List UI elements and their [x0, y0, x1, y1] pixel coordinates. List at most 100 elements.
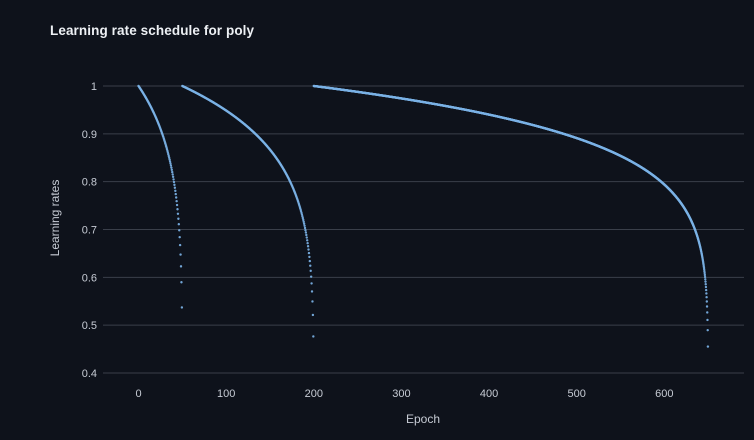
x-tick-label: 200: [305, 388, 323, 400]
data-point: [168, 160, 172, 163]
data-point: [168, 158, 171, 161]
data-point: [704, 288, 708, 292]
gridlines: [103, 85, 744, 374]
y-tick-label: 0.9: [82, 129, 97, 141]
data-point: [302, 222, 306, 225]
data-point: [307, 251, 311, 255]
x-tick-label: 500: [568, 388, 586, 400]
data-point: [705, 296, 708, 299]
lr-curves: [137, 84, 710, 348]
x-tick-label: 300: [392, 388, 410, 400]
y-tick-label: 0.6: [82, 272, 97, 284]
data-point: [177, 222, 181, 226]
y-tick-label: 0.7: [82, 224, 97, 236]
data-point: [303, 224, 306, 227]
data-point: [302, 218, 305, 222]
data-point: [309, 275, 313, 278]
data-point: [306, 245, 310, 248]
data-point: [310, 282, 313, 285]
data-point: [171, 175, 175, 179]
data-point: [705, 300, 709, 303]
data-point: [167, 156, 171, 159]
y-tick-label: 1: [91, 81, 97, 93]
data-point: [702, 268, 706, 271]
data-point: [178, 235, 181, 239]
data-point: [703, 275, 707, 279]
data-point: [704, 278, 707, 281]
data-point: [706, 318, 709, 322]
data-point: [176, 208, 179, 211]
data-point: [703, 271, 706, 275]
y-axis-title: Learning rates: [48, 180, 62, 257]
data-point: [311, 313, 315, 317]
data-point: [170, 168, 173, 172]
data-point: [312, 335, 315, 338]
data-point: [174, 196, 178, 199]
data-point: [178, 229, 181, 232]
data-point: [179, 253, 182, 256]
data-point: [171, 173, 174, 176]
data-point: [304, 231, 308, 234]
data-point: [306, 241, 309, 245]
data-point: [703, 273, 707, 277]
data-point: [171, 170, 174, 174]
data-point: [307, 248, 310, 251]
y-tick-label: 0.8: [82, 177, 97, 189]
data-point: [176, 212, 180, 215]
data-point: [308, 259, 312, 263]
data-point: [309, 264, 312, 267]
x-tick-labels: 0 100 200 300 400 500 600: [135, 388, 673, 400]
data-point: [170, 166, 173, 169]
data-point: [705, 292, 708, 295]
data-point: [180, 281, 183, 284]
data-point: [704, 280, 707, 283]
x-tick-label: 100: [217, 388, 235, 400]
lr-curve-segment-3: [312, 84, 710, 348]
data-point: [705, 305, 709, 308]
data-point: [175, 203, 179, 207]
data-point: [173, 183, 176, 187]
y-tick-labels: 0.4 0.5 0.6 0.7 0.8 0.9 1: [82, 81, 97, 380]
data-point: [167, 154, 170, 158]
data-point: [177, 217, 180, 220]
data-point: [706, 345, 710, 348]
data-point: [169, 164, 173, 167]
data-point: [303, 226, 307, 230]
data-point: [172, 180, 176, 184]
x-tick-label: 0: [135, 388, 141, 400]
x-tick-label: 600: [655, 388, 673, 400]
data-point: [180, 306, 184, 309]
data-point: [178, 243, 182, 247]
lr-curve-segment-1: [137, 84, 184, 309]
data-point: [311, 300, 314, 303]
data-point: [179, 265, 183, 268]
lr-curve-segment-2: [181, 84, 315, 338]
data-point: [305, 236, 308, 239]
data-point: [169, 162, 172, 165]
data-point: [309, 269, 312, 273]
data-point: [304, 228, 307, 232]
data-point: [174, 192, 177, 196]
data-point: [704, 285, 708, 289]
data-point: [175, 199, 178, 203]
y-tick-label: 0.5: [82, 320, 97, 332]
x-tick-label: 400: [480, 388, 498, 400]
x-axis-title: Epoch: [406, 412, 440, 426]
data-point: [173, 186, 177, 189]
data-point: [302, 220, 305, 223]
chart-title: Learning rate schedule for poly: [50, 23, 255, 38]
data-point: [704, 283, 707, 286]
data-point: [706, 328, 709, 332]
data-point: [172, 178, 175, 181]
data-point: [310, 290, 314, 293]
data-point: [706, 311, 709, 314]
data-point: [174, 189, 177, 193]
data-point: [703, 269, 706, 273]
data-point: [301, 216, 305, 220]
data-point: [308, 255, 311, 259]
data-point: [306, 239, 309, 242]
y-tick-label: 0.4: [82, 368, 97, 380]
data-point: [305, 233, 308, 237]
